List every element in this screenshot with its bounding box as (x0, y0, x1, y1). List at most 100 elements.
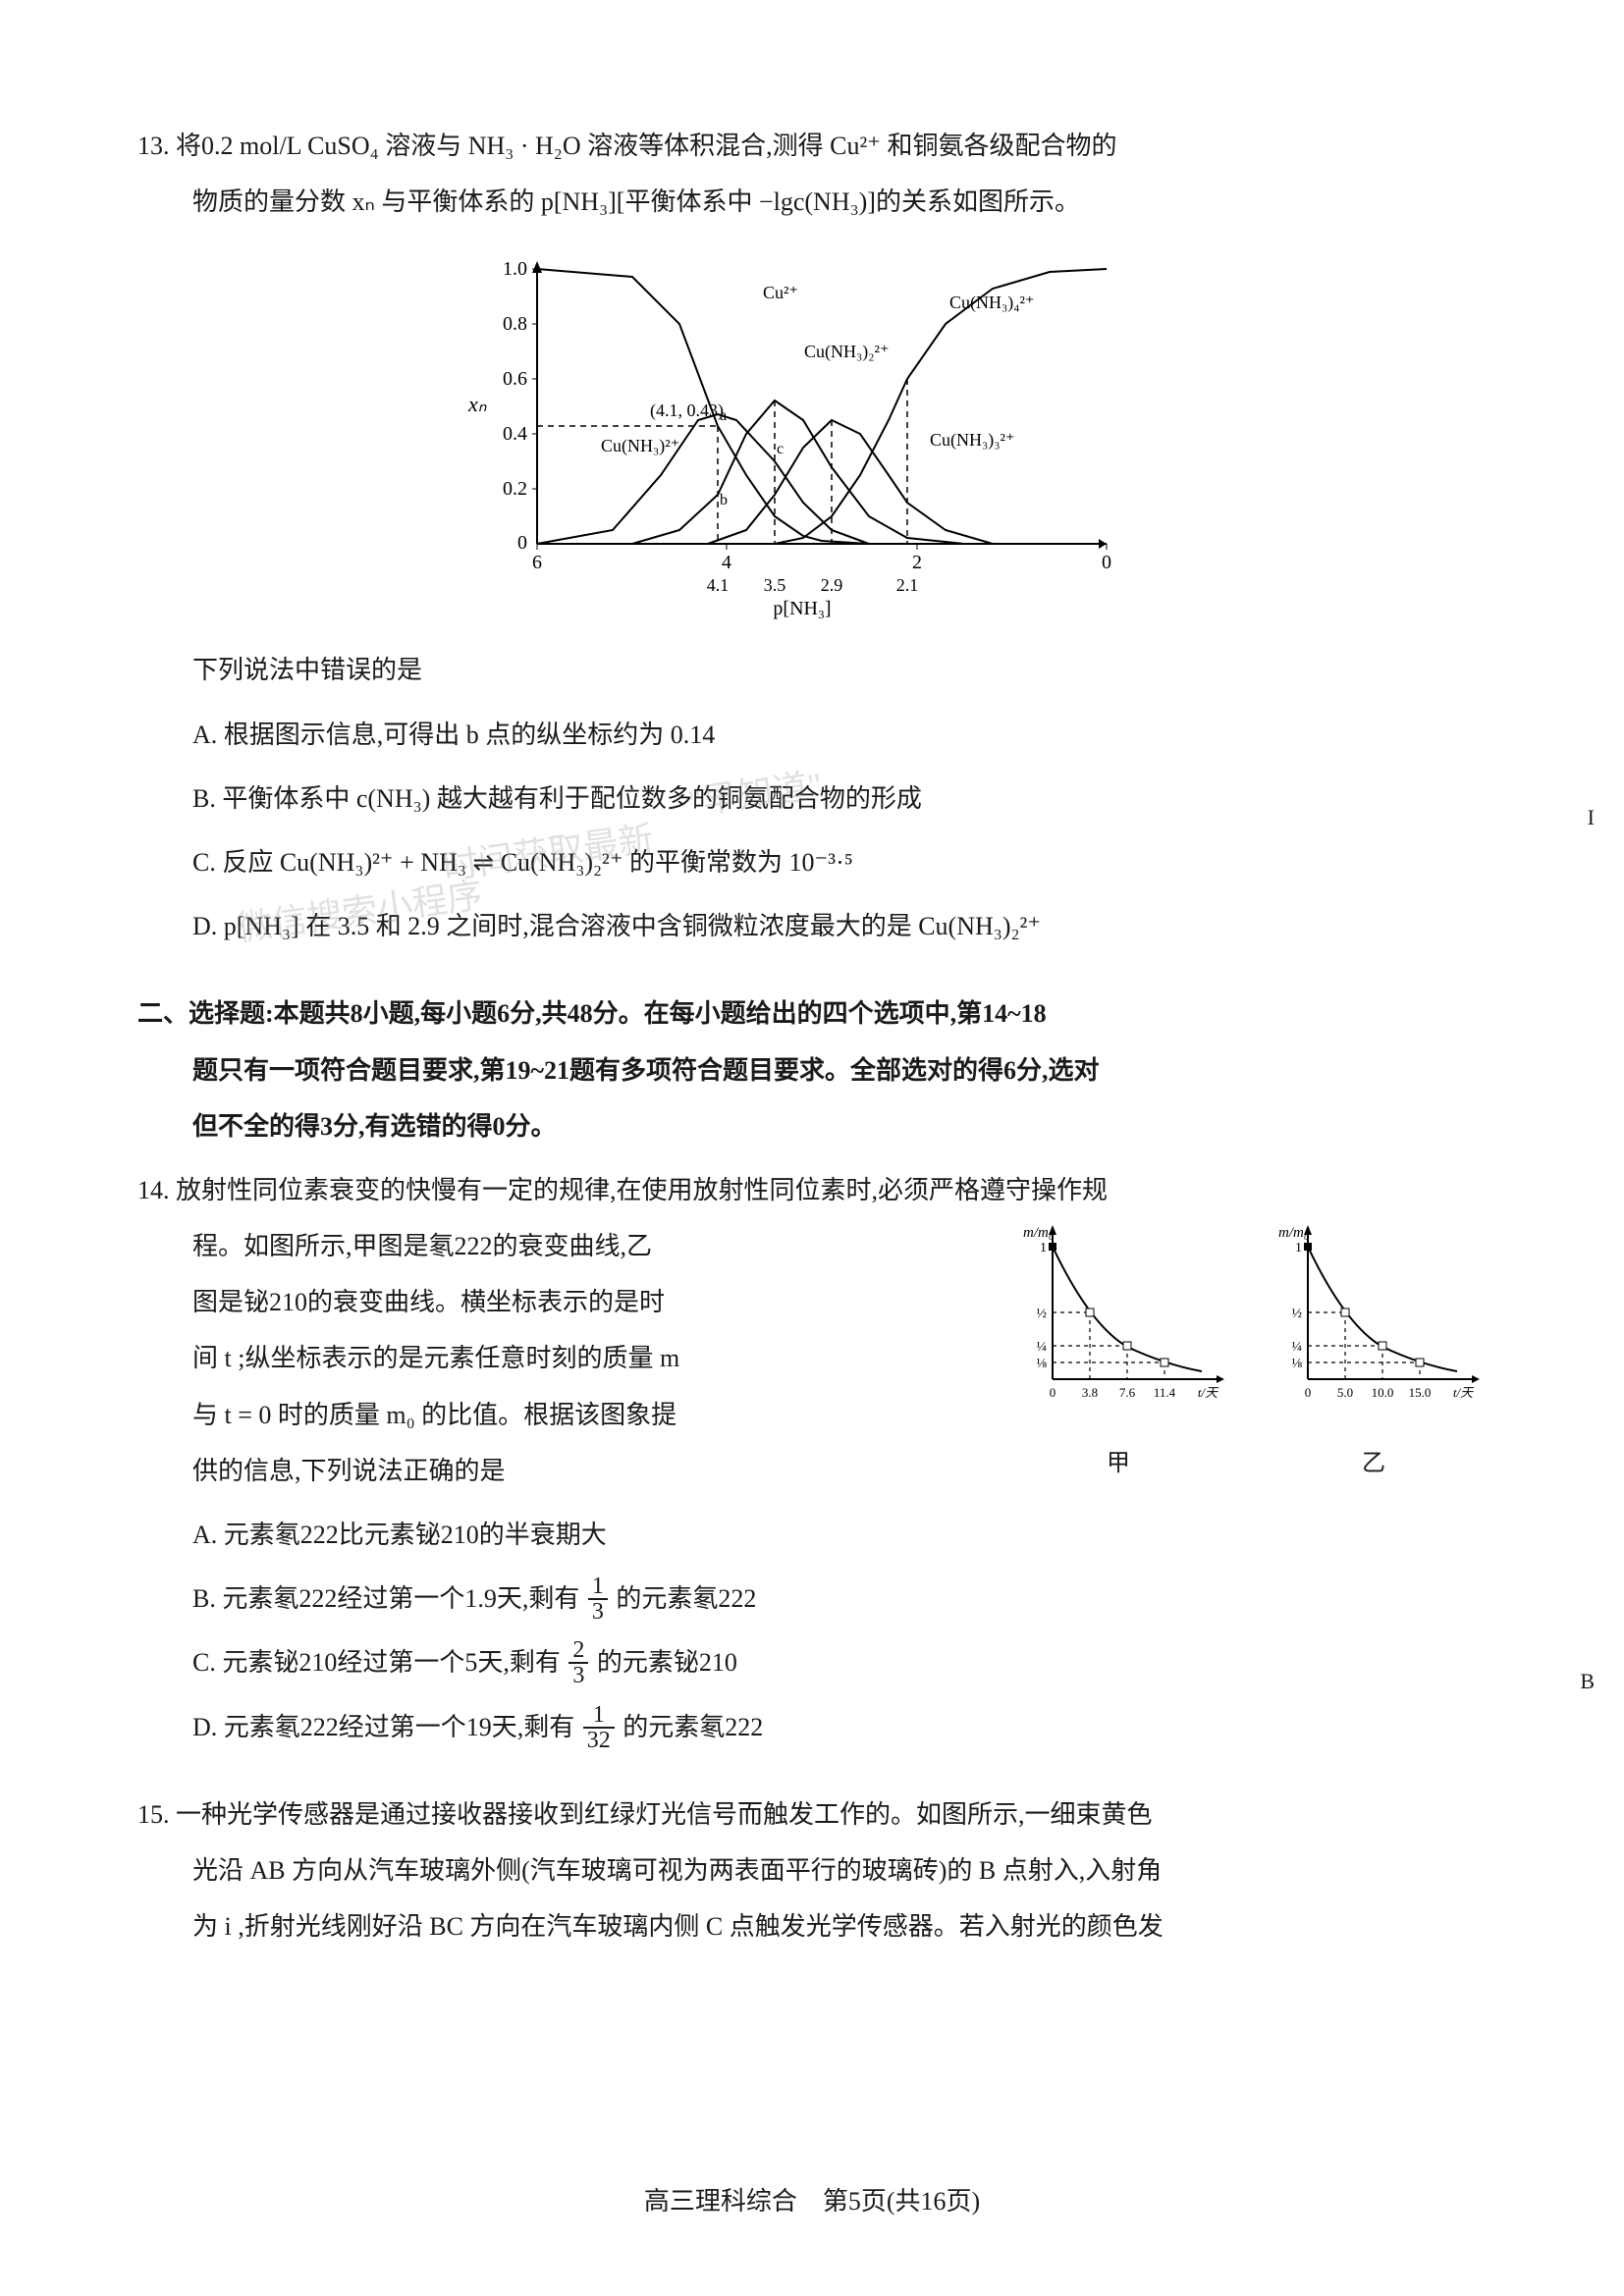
q13-text1: 将0.2 mol/L CuSO₄ 溶液与 NH₃ · H₂O 溶液等体积混合,测… (176, 132, 1116, 160)
svg-text:1: 1 (1040, 1241, 1047, 1255)
svg-text:p[NH₃]: p[NH₃] (773, 598, 831, 619)
svg-text:11.4: 11.4 (1154, 1385, 1176, 1400)
q13-option-a: A. 根据图示信息,可得出 b 点的纵坐标约为 0.14 (137, 707, 1487, 763)
q14-body1: 程。如图所示,甲图是氡222的衰变曲线,乙 (192, 1218, 986, 1274)
svg-text:Cu(NH₃)²⁺: Cu(NH₃)²⁺ (601, 436, 679, 456)
q14-chart2-svg: 1 ½ ¼ ⅛ 0 5.0 10.0 15.0 t/天 m/m₀ (1261, 1218, 1487, 1415)
svg-text:m/m₀: m/m₀ (1023, 1225, 1054, 1241)
q14-d-pre: D. 元素氡222经过第一个19天,剩有 (192, 1713, 574, 1741)
svg-text:0.6: 0.6 (503, 368, 527, 390)
section2-heading: 二、选择题:本题共8小题,每小题6分,共48分。在每小题给出的四个选项中,第14… (137, 986, 1487, 1154)
svg-text:5.0: 5.0 (1337, 1385, 1353, 1400)
q14-b-frac: 13 (588, 1575, 608, 1624)
svg-text:m/m₀: m/m₀ (1278, 1225, 1309, 1241)
q14-chart2-label: 乙 (1261, 1438, 1487, 1490)
q15-line3: 为 i ,折射光线刚好沿 BC 方向在汽车玻璃内侧 C 点触发光学传感器。若入射… (137, 1898, 1487, 1954)
q14-body-text: 程。如图所示,甲图是氡222的衰变曲线,乙 图是铋210的衰变曲线。横坐标表示的… (192, 1218, 1005, 1499)
q14-chart2: 1 ½ ¼ ⅛ 0 5.0 10.0 15.0 t/天 m/m₀ (1261, 1218, 1487, 1490)
q15-line2: 光沿 AB 方向从汽车玻璃外侧(汽车玻璃可视为两表面平行的玻璃砖)的 B 点射入… (137, 1842, 1487, 1898)
svg-text:½: ½ (1292, 1307, 1303, 1321)
svg-text:4: 4 (722, 552, 731, 573)
svg-text:0: 0 (1305, 1385, 1312, 1400)
q14-body-row: 程。如图所示,甲图是氡222的衰变曲线,乙 图是铋210的衰变曲线。横坐标表示的… (137, 1218, 1487, 1499)
svg-text:¼: ¼ (1037, 1340, 1048, 1355)
svg-text:t/天: t/天 (1198, 1385, 1219, 1400)
q15-line1: 一种光学传感器是通过接收器接收到红绿灯光信号而触发工作的。如图所示,一细束黄色 (176, 1800, 1153, 1829)
svg-text:2.9: 2.9 (821, 575, 843, 595)
q14-option-d: D. 元素氡222经过第一个19天,剩有 132 的元素氡222 (137, 1699, 1487, 1755)
question-13: 13. 将0.2 mol/L CuSO₄ 溶液与 NH₃ · H₂O 溶液等体积… (137, 118, 1487, 954)
q14-b-pre: B. 元素氡222经过第一个1.9天,剩有 (192, 1584, 579, 1613)
side-mark-2: B (1580, 1669, 1595, 1694)
svg-text:3.5: 3.5 (764, 575, 786, 595)
section2-line3: 但不全的得3分,有选错的得0分。 (137, 1098, 1487, 1154)
svg-text:4.1: 4.1 (707, 575, 730, 595)
svg-text:0: 0 (1102, 552, 1111, 573)
question-14: 14. 放射性同位素衰变的快慢有一定的规律,在使用放射性同位素时,必须严格遵守操… (137, 1162, 1487, 1755)
question-15: 15. 一种光学传感器是通过接收器接收到红绿灯光信号而触发工作的。如图所示,一细… (137, 1787, 1487, 1955)
q14-number: 14. (137, 1176, 170, 1204)
svg-text:7.6: 7.6 (1119, 1385, 1136, 1400)
svg-text:Cu(NH₃)₃²⁺: Cu(NH₃)₃²⁺ (930, 430, 1014, 451)
q13-chart: 0 0.2 0.4 0.6 0.8 1.0 6 4 2 0 4.1 3. (137, 249, 1487, 622)
svg-text:Cu(NH₃)₄²⁺: Cu(NH₃)₄²⁺ (949, 293, 1034, 313)
q14-body2: 图是铋210的衰变曲线。横坐标表示的是时 (192, 1274, 986, 1330)
svg-text:1.0: 1.0 (503, 258, 527, 280)
q14-chart1-svg: 1 ½ ¼ ⅛ 0 3.8 7.6 11.4 t/天 m/m₀ (1005, 1218, 1231, 1415)
q14-body4: 与 t = 0 时的质量 m₀ 的比值。根据该图象提 (192, 1387, 986, 1443)
q13-prompt: 下列说法中错误的是 (137, 642, 1487, 698)
q14-c-frac: 23 (568, 1638, 588, 1687)
svg-text:0.8: 0.8 (503, 313, 527, 335)
svg-text:6: 6 (532, 552, 542, 573)
svg-text:Cu²⁺: Cu²⁺ (763, 283, 798, 302)
q14-chart1-label: 甲 (1005, 1438, 1231, 1490)
section2-line1: 二、选择题:本题共8小题,每小题6分,共48分。在每小题给出的四个选项中,第14… (137, 986, 1487, 1041)
svg-text:(4.1, 0.43): (4.1, 0.43) (650, 400, 724, 421)
q15-number: 15. (137, 1800, 170, 1829)
svg-text:3.8: 3.8 (1082, 1385, 1098, 1400)
q14-chart1: 1 ½ ¼ ⅛ 0 3.8 7.6 11.4 t/天 m/m₀ (1005, 1218, 1231, 1490)
q13-text2: 物质的量分数 xₙ 与平衡体系的 p[NH₃][平衡体系中 −lgc(NH₃)]… (137, 174, 1487, 230)
q13-number: 13. (137, 132, 170, 160)
svg-text:0: 0 (517, 532, 527, 554)
svg-text:c: c (777, 441, 784, 457)
q14-body3: 间 t ;纵坐标表示的是元素任意时刻的质量 m (192, 1330, 986, 1386)
svg-text:⅛: ⅛ (1037, 1357, 1048, 1371)
svg-text:t/天: t/天 (1453, 1385, 1475, 1400)
q14-main: 放射性同位素衰变的快慢有一定的规律,在使用放射性同位素时,必须严格遵守操作规 (176, 1176, 1108, 1204)
section2-line2: 题只有一项符合题目要求,第19~21题有多项符合题目要求。全部选对的得6分,选对 (137, 1042, 1487, 1098)
svg-text:0: 0 (1050, 1385, 1056, 1400)
q13-chart-svg: 0 0.2 0.4 0.6 0.8 1.0 6 4 2 0 4.1 3. (439, 249, 1185, 622)
q14-b-post: 的元素氡222 (616, 1584, 756, 1613)
q14-c-post: 的元素铋210 (597, 1648, 737, 1677)
svg-text:b: b (720, 492, 728, 508)
page-footer: 高三理科综合 第5页(共16页) (0, 2181, 1624, 2217)
svg-text:0.4: 0.4 (503, 423, 527, 445)
q14-charts: 1 ½ ¼ ⅛ 0 3.8 7.6 11.4 t/天 m/m₀ (1005, 1218, 1487, 1490)
svg-text:xₙ: xₙ (467, 392, 487, 416)
svg-text:2.1: 2.1 (896, 575, 919, 595)
q14-body5: 供的信息,下列说法正确的是 (192, 1443, 986, 1499)
q13-option-c: C. 反应 Cu(NH₃)²⁺ + NH₃ ⇌ Cu(NH₃)₂²⁺ 的平衡常数… (137, 834, 1487, 890)
side-mark-1: I (1588, 805, 1595, 830)
q15-stem: 15. 一种光学传感器是通过接收器接收到红绿灯光信号而触发工作的。如图所示,一细… (137, 1787, 1487, 1842)
q13-option-b: B. 平衡体系中 c(NH₃) 越大越有利于配位数多的铜氨配合物的形成 (137, 771, 1487, 827)
q14-option-c: C. 元素铋210经过第一个5天,剩有 23 的元素铋210 (137, 1634, 1487, 1690)
q14-option-a: A. 元素氡222比元素铋210的半衰期大 (137, 1507, 1487, 1563)
svg-text:a: a (720, 407, 727, 424)
svg-text:10.0: 10.0 (1372, 1385, 1394, 1400)
q14-c-pre: C. 元素铋210经过第一个5天,剩有 (192, 1648, 561, 1677)
q14-option-b: B. 元素氡222经过第一个1.9天,剩有 13 的元素氡222 (137, 1571, 1487, 1627)
svg-text:Cu(NH₃)₂²⁺: Cu(NH₃)₂²⁺ (804, 342, 889, 362)
q14-d-post: 的元素氡222 (623, 1713, 763, 1741)
svg-text:2: 2 (912, 552, 922, 573)
q13-option-d: D. p[NH₃] 在 3.5 和 2.9 之间时,混合溶液中含铜微粒浓度最大的… (137, 898, 1487, 954)
svg-text:0.2: 0.2 (503, 478, 527, 500)
svg-text:½: ½ (1037, 1307, 1048, 1321)
svg-text:1: 1 (1295, 1241, 1302, 1255)
q14-d-frac: 132 (583, 1703, 615, 1752)
svg-text:⅛: ⅛ (1292, 1357, 1303, 1371)
svg-text:¼: ¼ (1292, 1340, 1303, 1355)
q14-stem: 14. 放射性同位素衰变的快慢有一定的规律,在使用放射性同位素时,必须严格遵守操… (137, 1162, 1487, 1218)
svg-text:15.0: 15.0 (1409, 1385, 1432, 1400)
